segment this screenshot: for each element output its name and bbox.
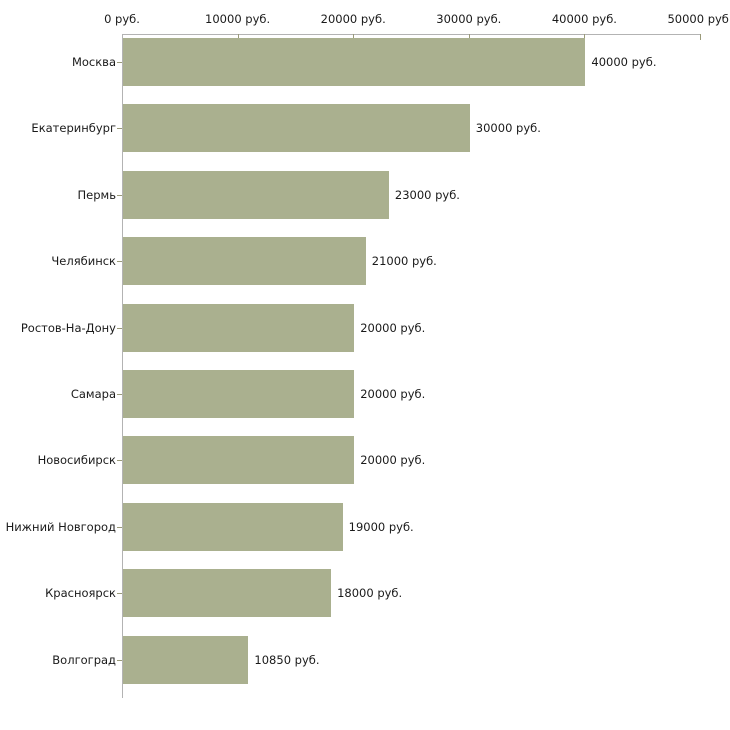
- x-axis-tick-label: 20000 руб.: [320, 12, 386, 26]
- bar-value-label: 40000 руб.: [591, 55, 657, 69]
- bar[interactable]: [123, 635, 249, 684]
- y-axis-tick: [117, 194, 122, 196]
- y-axis-category-label: Самара: [70, 387, 116, 401]
- y-axis-tick: [117, 526, 122, 528]
- x-axis-tick: [353, 34, 355, 40]
- bar-value-label: 18000 руб.: [337, 586, 403, 601]
- bar[interactable]: [123, 38, 586, 86]
- y-axis-category-label: Пермь: [77, 187, 116, 202]
- y-axis-category-label: Нижний Новгород: [5, 519, 116, 534]
- x-axis-tick: [700, 34, 701, 40]
- bar[interactable]: [123, 370, 355, 418]
- bar-value-label: 21000 руб.: [371, 254, 437, 269]
- bar-value-label: 30000 руб.: [475, 121, 541, 136]
- y-axis-category-label: Челябинск: [51, 254, 116, 269]
- y-axis-tick: [117, 327, 122, 329]
- bar-value-label: 10850 руб.: [254, 652, 320, 667]
- y-axis-tick: [117, 460, 122, 462]
- bar[interactable]: [123, 502, 343, 551]
- x-axis-tick-label: 40000 руб.: [551, 12, 617, 26]
- y-axis-category-label: Волгоград: [52, 652, 116, 667]
- bar-value-label: 20000 руб.: [360, 453, 426, 468]
- y-axis-category-label: Ростов-На-Дону: [20, 320, 116, 335]
- y-axis-tick: [117, 593, 122, 595]
- bar[interactable]: [123, 569, 332, 618]
- x-axis-tick: [468, 34, 470, 40]
- x-axis-tick-label: 30000 руб.: [436, 12, 502, 26]
- bar[interactable]: [123, 104, 470, 153]
- y-axis-category-label: Новосибирск: [37, 453, 116, 468]
- y-axis-category-label: Екатеринбург: [31, 121, 116, 136]
- bar[interactable]: [123, 237, 366, 286]
- y-axis-tick: [117, 394, 122, 395]
- bar-value-label: 20000 руб.: [360, 387, 426, 401]
- x-axis-tick-label: 50000 руб.: [667, 12, 730, 26]
- bar[interactable]: [123, 436, 355, 485]
- y-axis-tick: [117, 62, 122, 63]
- y-axis-tick: [117, 261, 122, 263]
- y-axis-line: [122, 34, 123, 698]
- x-axis-tick: [584, 34, 586, 40]
- bar-value-label: 23000 руб.: [394, 187, 460, 202]
- x-axis-tick-label: 0 руб.: [104, 12, 140, 26]
- y-axis-tick: [117, 128, 122, 130]
- y-axis-category-label: Москва: [71, 55, 116, 69]
- y-axis-tick: [117, 659, 122, 661]
- bar-value-label: 19000 руб.: [348, 519, 414, 534]
- bar[interactable]: [123, 170, 389, 219]
- x-axis-line: [122, 34, 700, 35]
- y-axis-category-label: Красноярск: [45, 586, 116, 601]
- bar-value-label: 20000 руб.: [360, 320, 426, 335]
- x-axis-tick-label: 10000 руб.: [205, 12, 271, 26]
- x-axis-tick: [237, 34, 239, 40]
- bar[interactable]: [123, 303, 355, 352]
